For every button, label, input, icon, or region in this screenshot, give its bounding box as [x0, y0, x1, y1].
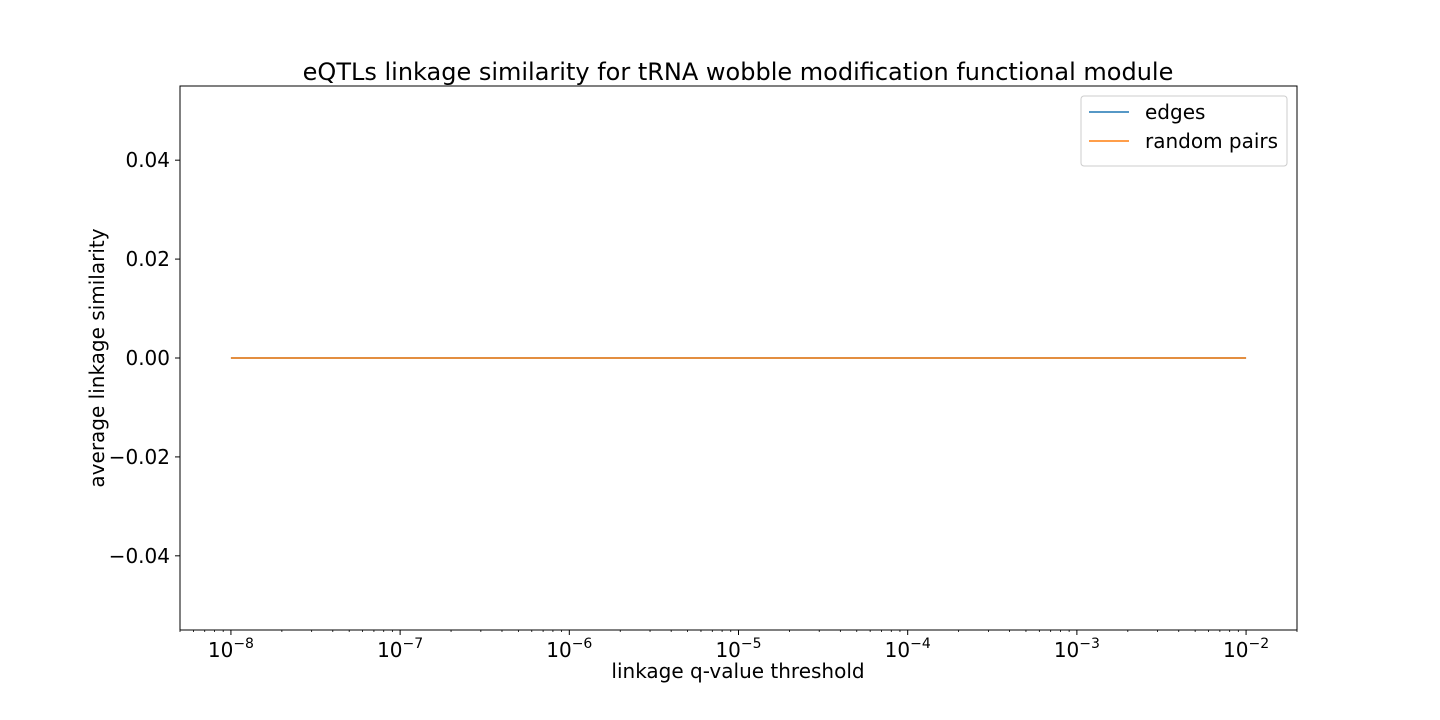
- x-axis-label: linkage q-value threshold: [611, 659, 864, 683]
- x-tick-base: 10: [377, 638, 402, 662]
- legend: edges random pairs: [1080, 95, 1288, 167]
- y-tick-label: −0.04: [109, 544, 170, 568]
- y-tick-label: −0.02: [109, 445, 170, 469]
- y-tick-label: 0.04: [125, 148, 170, 172]
- x-tick-exponent: −7: [403, 636, 424, 652]
- x-tick-base: 10: [546, 638, 571, 662]
- x-tick-base: 10: [715, 638, 740, 662]
- x-tick-label: 10−8: [208, 636, 254, 662]
- x-tick-label: 10−4: [885, 636, 931, 662]
- x-tick-exponent: −2: [1248, 636, 1269, 652]
- legend-label: edges: [1145, 100, 1205, 124]
- x-tick-exponent: −3: [1079, 636, 1100, 652]
- chart-title: eQTLs linkage similarity for tRNA wobble…: [303, 58, 1174, 86]
- x-tick-label: 10−7: [377, 636, 423, 662]
- y-axis: 0.04 0.02 0.00 −0.02 −0.04: [109, 148, 180, 568]
- x-tick-label: 10−5: [715, 636, 761, 662]
- y-tick-label: 0.02: [125, 247, 170, 271]
- x-tick-base: 10: [1054, 638, 1079, 662]
- y-tick-label: 0.00: [125, 346, 170, 370]
- legend-box: [1080, 95, 1288, 167]
- x-tick-label: 10−6: [546, 636, 592, 662]
- x-tick-exponent: −8: [233, 636, 254, 652]
- x-tick-exponent: −5: [741, 636, 762, 652]
- x-tick-base: 10: [1223, 638, 1248, 662]
- x-axis: 10−8 10−7 10−6 10−5 10−4 10−3 10−2: [208, 630, 1269, 662]
- x-tick-exponent: −6: [572, 636, 593, 652]
- x-tick-label: 10−2: [1223, 636, 1269, 662]
- legend-label: random pairs: [1145, 129, 1278, 153]
- x-tick-base: 10: [885, 638, 910, 662]
- x-tick-exponent: −4: [910, 636, 931, 652]
- x-tick-label: 10−3: [1054, 636, 1100, 662]
- x-axis-minor-ticks: [179, 630, 1298, 632]
- y-axis-label: average linkage similarity: [85, 228, 109, 487]
- x-tick-base: 10: [208, 638, 233, 662]
